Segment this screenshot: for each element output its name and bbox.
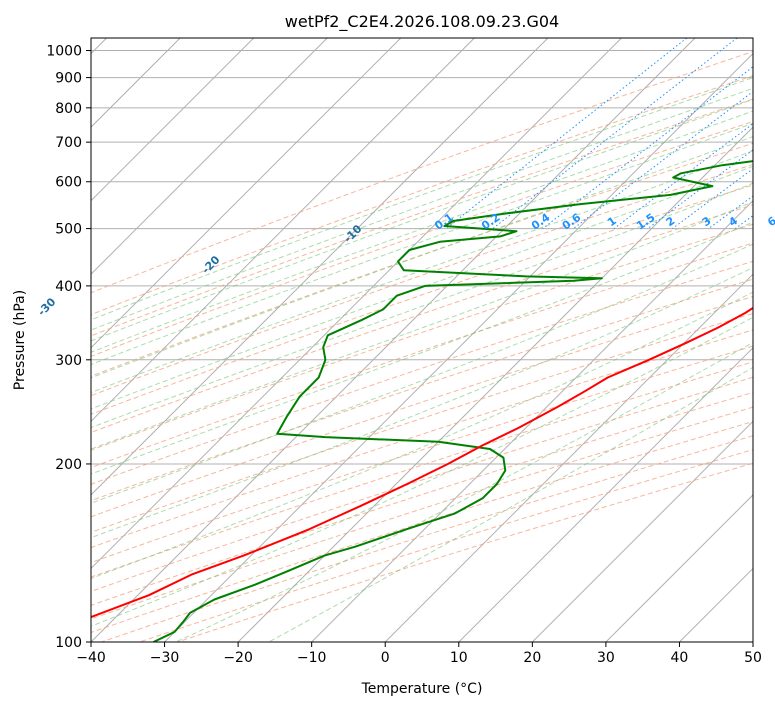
- dry-adiabat-line: [91, 361, 753, 578]
- moist-adiabat-line: [91, 182, 753, 429]
- moist-adiabat-lines: [91, 77, 753, 642]
- dry-adiabat-line: [91, 329, 753, 549]
- dry-adiabat-label: -30: [35, 295, 58, 318]
- plot-frame: [90, 37, 754, 643]
- y-tick-label: 400: [55, 279, 82, 295]
- dry-adiabat-line: [91, 295, 753, 518]
- y-axis-ticks: 100 200 300 400 500 600 700 800 900 1000: [46, 44, 91, 651]
- y-tick-label: 800: [55, 101, 82, 117]
- moist-adiabat-line: [91, 150, 753, 394]
- dry-adiabat-line: [91, 184, 753, 415]
- moist-adiabat-line: [91, 201, 753, 450]
- isotherm-line: [91, 38, 622, 570]
- mixing-ratio-lines: [445, 38, 753, 230]
- isotherm-line: [91, 38, 402, 349]
- moist-adiabat-line: [91, 267, 753, 539]
- isotherm-line: [237, 126, 753, 642]
- dry-adiabat-lines: [91, 50, 753, 642]
- isotherm-line: [531, 420, 753, 642]
- dry-adiabat-line: [91, 278, 753, 502]
- isotherm-line: [384, 273, 753, 642]
- x-tick-label: −40: [76, 650, 106, 666]
- x-tick-label: −20: [223, 650, 253, 666]
- x-tick-label: 40: [671, 650, 689, 666]
- dry-adiabat-line: [91, 242, 753, 469]
- dry-adiabat-line: [91, 376, 753, 592]
- isotherm-line: [91, 38, 475, 423]
- x-tick-label: −10: [297, 650, 327, 666]
- moist-adiabat-line: [91, 221, 753, 475]
- x-tick-label: 0: [381, 650, 390, 666]
- dry-adiabat-line: [91, 260, 753, 485]
- isotherm-lines: [91, 38, 753, 642]
- isotherm-line: [164, 52, 753, 642]
- pressure-gridlines: [91, 50, 753, 642]
- dry-adiabat-line: [91, 345, 753, 564]
- isotherm-line: [605, 494, 753, 642]
- sounding-profiles: [91, 160, 753, 642]
- moist-adiabat-line: [91, 135, 753, 379]
- moist-adiabat-line: [91, 98, 753, 342]
- y-tick-label: 1000: [46, 44, 82, 60]
- y-tick-label: 100: [55, 635, 82, 651]
- mixing-ratio-line: [672, 168, 753, 230]
- moist-adiabat-line: [91, 165, 753, 410]
- dry-adiabat-line: [91, 142, 753, 377]
- y-tick-label: 900: [55, 71, 82, 87]
- mixing-ratio-line: [573, 90, 753, 229]
- mixing-ratio-line: [542, 66, 753, 229]
- plot-background: [91, 38, 753, 642]
- x-tick-label: 10: [450, 650, 468, 666]
- x-tick-label: 20: [523, 650, 541, 666]
- chart-title: wetPf2_C2E4.2026.108.09.23.G04: [285, 12, 559, 32]
- y-tick-label: 600: [55, 175, 82, 191]
- dry-adiabat-line: [91, 312, 753, 533]
- dry-adiabat-line: [91, 98, 753, 337]
- dry-adiabat-line: [91, 391, 753, 606]
- isotherm-line: [752, 641, 753, 642]
- dry-adiabat-line: [91, 50, 753, 294]
- mixing-ratio-label: 6: [765, 214, 775, 229]
- y-axis-label: Pressure (hPa): [12, 290, 28, 390]
- y-tick-label: 500: [55, 222, 82, 238]
- dry-adiabat-line: [91, 204, 753, 434]
- isotherm-line: [91, 38, 549, 496]
- temperature-profile-line: [91, 306, 753, 619]
- isotherm-line: [458, 347, 753, 642]
- x-axis-ticks: −40 −30 −20 −10 0 10 20 30 40 50: [76, 642, 762, 666]
- moist-adiabat-line: [91, 87, 753, 331]
- isotherm-line: [91, 38, 255, 202]
- isotherm-line: [91, 38, 328, 275]
- y-tick-label: 700: [55, 135, 82, 151]
- x-axis-label: Temperature (°C): [361, 681, 483, 697]
- dry-adiabat-line: [91, 163, 753, 397]
- x-tick-label: −30: [150, 650, 180, 666]
- isotherm-line: [91, 38, 696, 642]
- dry-adiabat-line: [91, 223, 753, 451]
- y-tick-label: 200: [55, 457, 82, 473]
- x-tick-label: 50: [744, 650, 762, 666]
- x-tick-label: 30: [597, 650, 615, 666]
- y-tick-label: 300: [55, 353, 82, 369]
- dewpoint-profile-line: [153, 160, 753, 642]
